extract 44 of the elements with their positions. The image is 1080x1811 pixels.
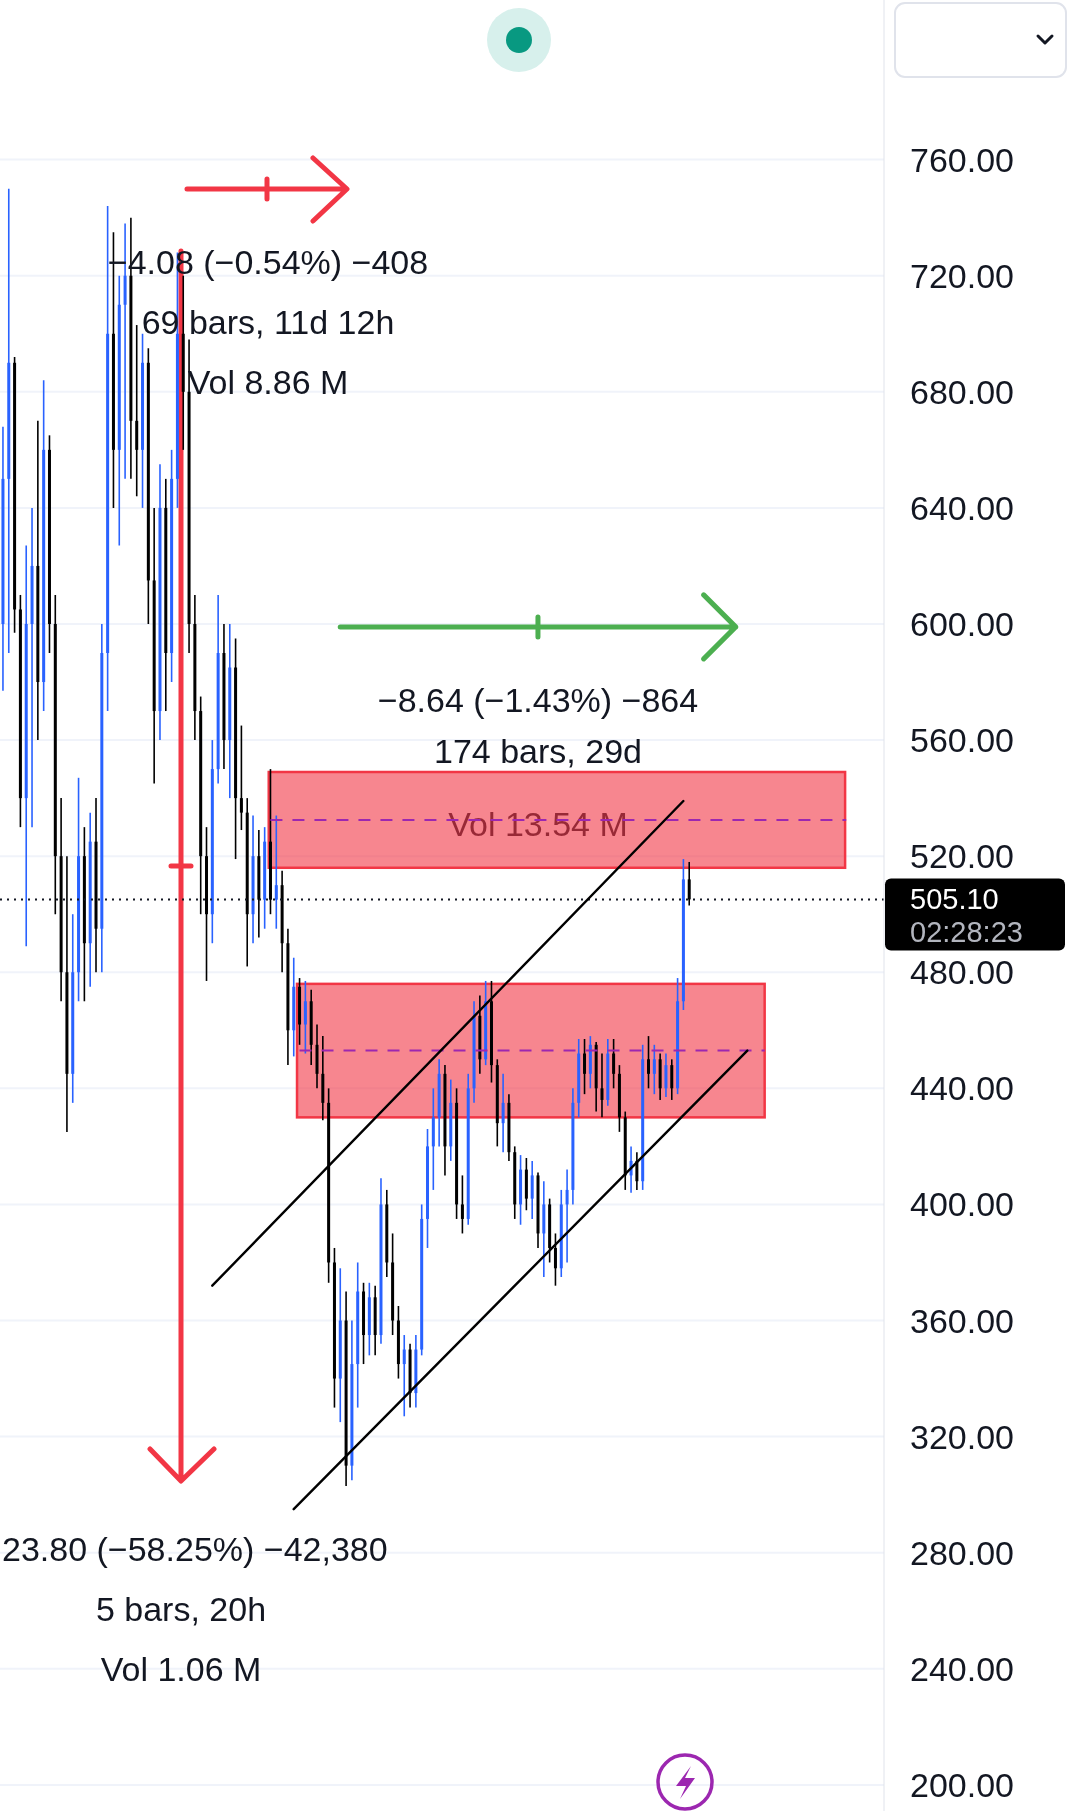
candlestick [583,1038,587,1095]
candlestick [530,1160,534,1220]
y-tick-label: 480.00 [910,953,1014,992]
candlestick [553,1232,557,1287]
candlestick [239,724,243,831]
y-tick-label: 360.00 [910,1301,1014,1340]
candlestick [670,1058,674,1101]
candlestick [565,1168,569,1264]
candlestick [205,826,209,982]
candlestick [426,1128,430,1249]
annotation: 5 bars, 20h [95,1590,267,1628]
y-tick-label: 760.00 [910,140,1014,179]
candlestick [647,1035,651,1090]
y-tick-label: 640.00 [910,488,1014,527]
annotation: Vol 1.06 M [100,1650,262,1688]
candlestick [460,1174,464,1235]
text: 02:28:23 [910,916,1023,949]
annotation: −8.64 (−1.43%) −864 [377,681,699,719]
candlestick [274,814,278,930]
candlestick [47,434,51,654]
candlestick [501,1073,505,1153]
y-tick-label: 280.00 [910,1533,1014,1572]
y-tick-label: 440.00 [910,1069,1014,1108]
candlestick [687,861,691,907]
y-tick-label: 600.00 [910,604,1014,643]
candlestick [268,768,272,916]
y-tick-label: 240.00 [910,1649,1014,1688]
candlestick [489,980,493,1084]
y-tick-label: 720.00 [910,256,1014,295]
annotation: 23.80 (−58.25%) −42,380 [2,1530,388,1568]
candlestick [303,980,307,1055]
y-tick-label: 200.00 [910,1765,1014,1804]
y-tick-label: 560.00 [910,721,1014,760]
candlestick [664,1052,668,1098]
ref-line-label: 505.10 [910,883,999,916]
y-tick-label: 400.00 [910,1185,1014,1224]
y-tick-label: 520.00 [910,837,1014,876]
candlestick [612,1038,616,1090]
candlestick [600,1052,604,1119]
y-tick-label: 320.00 [910,1417,1014,1456]
candlestick [402,1334,406,1418]
candlestick [652,1044,656,1095]
y-tick-label: 680.00 [910,372,1014,411]
annotation: 174 bars, 29d [434,732,642,770]
